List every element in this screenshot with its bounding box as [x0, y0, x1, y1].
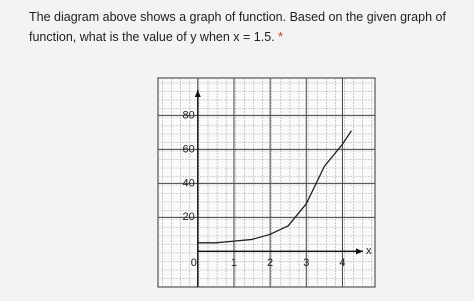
- x-tick-label: 2: [267, 257, 273, 269]
- question-text: function, what is the value of y when x …: [29, 30, 275, 44]
- x-tick-label: 4: [339, 257, 345, 269]
- curve: [197, 130, 353, 244]
- y-tick-label: 60: [183, 143, 195, 155]
- required-mark: *: [278, 30, 283, 44]
- x-arrow: [356, 248, 363, 255]
- x-axis-label: x: [366, 245, 372, 257]
- question-line: The diagram above shows a graph of funct…: [29, 10, 446, 24]
- x-tick-label: 0: [191, 257, 197, 269]
- y-arrow: [194, 90, 201, 97]
- x-tick-label: 3: [303, 257, 309, 269]
- y-tick-label: 20: [183, 211, 195, 223]
- plot-area: [157, 77, 376, 288]
- question-line: function, what is the value of y when x …: [29, 30, 283, 44]
- y-tick-label: 40: [183, 177, 195, 189]
- y-tick-label: 80: [183, 109, 195, 121]
- x-tick-label: 1: [231, 257, 237, 269]
